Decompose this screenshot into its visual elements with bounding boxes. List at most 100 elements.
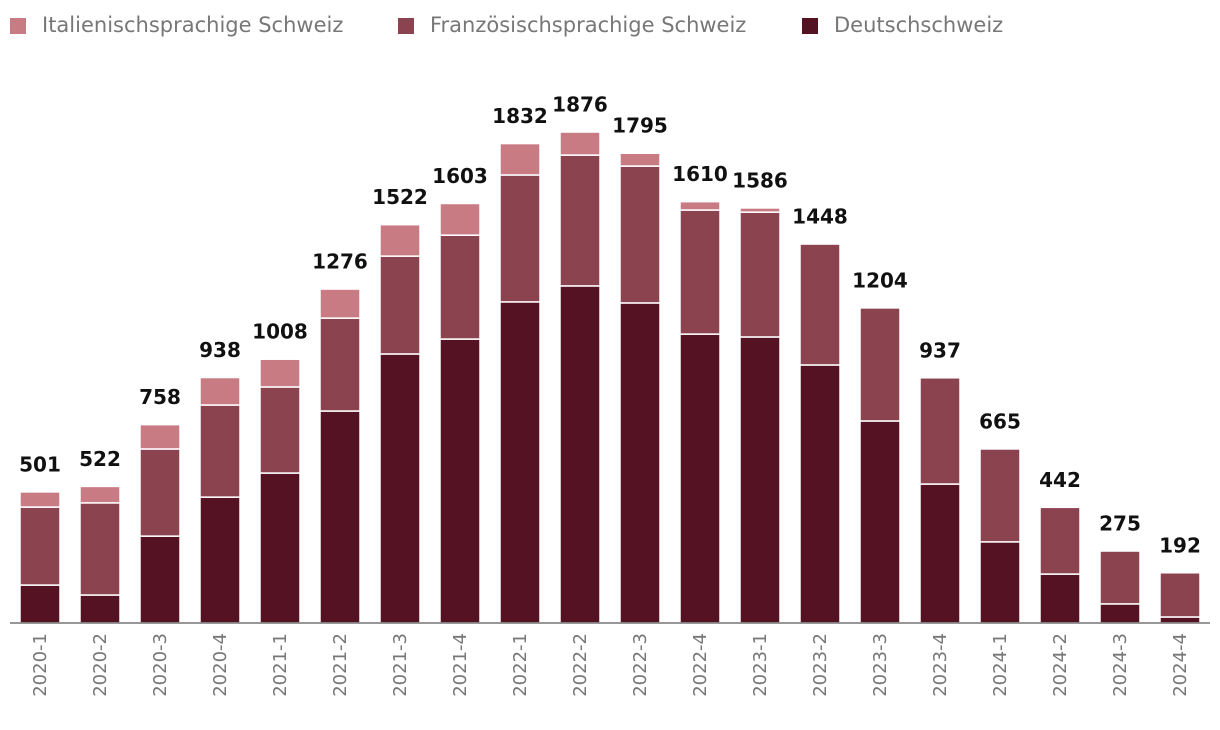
legend-label: Französischsprachige Schweiz <box>430 13 746 37</box>
bar-segment <box>619 152 661 167</box>
bar-segment <box>1159 572 1201 618</box>
bar-segment <box>19 491 61 508</box>
bar-segment <box>559 131 601 156</box>
total-label: 758 <box>139 385 181 409</box>
bar-segment <box>139 423 181 450</box>
bar-segment <box>859 420 901 624</box>
bar-segment <box>499 301 541 624</box>
bar-segment <box>139 448 181 537</box>
bar-segment <box>499 174 541 303</box>
bar-segment <box>319 317 361 412</box>
bar-segment <box>439 338 481 624</box>
x-tick-label: 2021-2 <box>330 633 351 697</box>
bar-segment <box>439 202 481 236</box>
bar-segment <box>1099 603 1141 624</box>
bar-segment <box>739 207 781 213</box>
x-tick-label: 2024-2 <box>1050 633 1071 697</box>
bar-segment <box>679 333 721 624</box>
bar-segment <box>319 410 361 624</box>
x-tick-label: 2022-4 <box>690 633 711 697</box>
legend-label: Italienischsprachige Schweiz <box>42 13 343 37</box>
bar-segment <box>919 483 961 624</box>
total-label: 275 <box>1099 512 1141 536</box>
x-tick-label: 2023-4 <box>930 633 951 697</box>
bar-segment <box>139 535 181 624</box>
x-tick-label: 2024-4 <box>1170 633 1191 697</box>
total-label: 1876 <box>552 93 608 117</box>
total-label: 1832 <box>492 104 548 128</box>
total-label: 937 <box>919 338 961 362</box>
x-tick-label: 2022-2 <box>570 633 591 697</box>
legend-swatch <box>398 18 414 34</box>
bar-segment <box>259 358 301 388</box>
bar-segment <box>499 142 541 176</box>
legend-swatch <box>10 18 26 34</box>
bar-segment <box>19 584 61 624</box>
total-label: 1795 <box>612 114 668 138</box>
total-label: 1008 <box>252 320 308 344</box>
bar-segment <box>259 472 301 624</box>
bar-segment <box>379 255 421 355</box>
total-label: 1448 <box>792 205 848 229</box>
bar-segment <box>919 377 961 485</box>
x-tick-label: 2023-2 <box>810 633 831 697</box>
total-label: 1204 <box>852 268 908 292</box>
x-tick-label: 2021-3 <box>390 633 411 697</box>
bar-segment <box>19 506 61 586</box>
x-tick-label: 2022-3 <box>630 633 651 697</box>
bar-segment <box>799 364 841 624</box>
x-tick-label: 2023-1 <box>750 633 771 697</box>
bar-segment <box>679 209 721 335</box>
bar-segment <box>619 302 661 624</box>
total-label: 1610 <box>672 162 728 186</box>
x-tick-label: 2023-3 <box>870 633 891 697</box>
bar-segment <box>79 502 121 596</box>
bar-segment <box>979 541 1021 624</box>
bar-segment <box>379 223 421 257</box>
bar-segment <box>1159 616 1201 624</box>
bar-segment <box>259 386 301 474</box>
total-label: 522 <box>79 447 121 471</box>
bar-segment <box>379 353 421 624</box>
legend-label: Deutschschweiz <box>834 13 1003 37</box>
x-tick-label: 2020-3 <box>150 633 171 697</box>
bar-segment <box>859 307 901 422</box>
bar-segment <box>319 288 361 319</box>
x-tick-label: 2021-1 <box>270 633 291 697</box>
bar-segment <box>1039 573 1081 624</box>
x-tick-label: 2020-4 <box>210 633 231 697</box>
total-label: 1276 <box>312 250 368 274</box>
bar-segment <box>559 285 601 624</box>
bar-segment <box>739 211 781 338</box>
bar-segment <box>979 448 1021 543</box>
total-label: 192 <box>1159 533 1201 557</box>
total-label: 1603 <box>432 164 488 188</box>
bar-segment <box>619 165 661 304</box>
total-label: 665 <box>979 409 1021 433</box>
x-tick-label: 2024-3 <box>1110 633 1131 697</box>
bar-segment <box>799 243 841 366</box>
bar-segment <box>1099 550 1141 605</box>
bar-segment <box>559 154 601 287</box>
total-label: 1522 <box>372 185 428 209</box>
x-tick-label: 2021-4 <box>450 633 471 697</box>
bar-segment <box>79 594 121 624</box>
legend-swatch <box>802 18 818 34</box>
bar-segment <box>79 485 121 504</box>
x-tick-label: 2020-1 <box>30 633 51 697</box>
x-tick-label: 2020-2 <box>90 633 111 697</box>
bar-segment <box>199 496 241 624</box>
total-label: 938 <box>199 338 241 362</box>
total-label: 442 <box>1039 468 1081 492</box>
x-tick-label: 2024-1 <box>990 633 1011 697</box>
bar-segment <box>199 376 241 406</box>
bar-segment <box>199 404 241 498</box>
bar-segment <box>679 200 721 211</box>
x-tick-label: 2022-1 <box>510 633 531 697</box>
total-label: 1586 <box>732 168 788 192</box>
total-label: 501 <box>19 452 61 476</box>
bar-segment <box>739 336 781 624</box>
bar-segment <box>439 234 481 340</box>
bar-segment <box>1039 506 1081 575</box>
